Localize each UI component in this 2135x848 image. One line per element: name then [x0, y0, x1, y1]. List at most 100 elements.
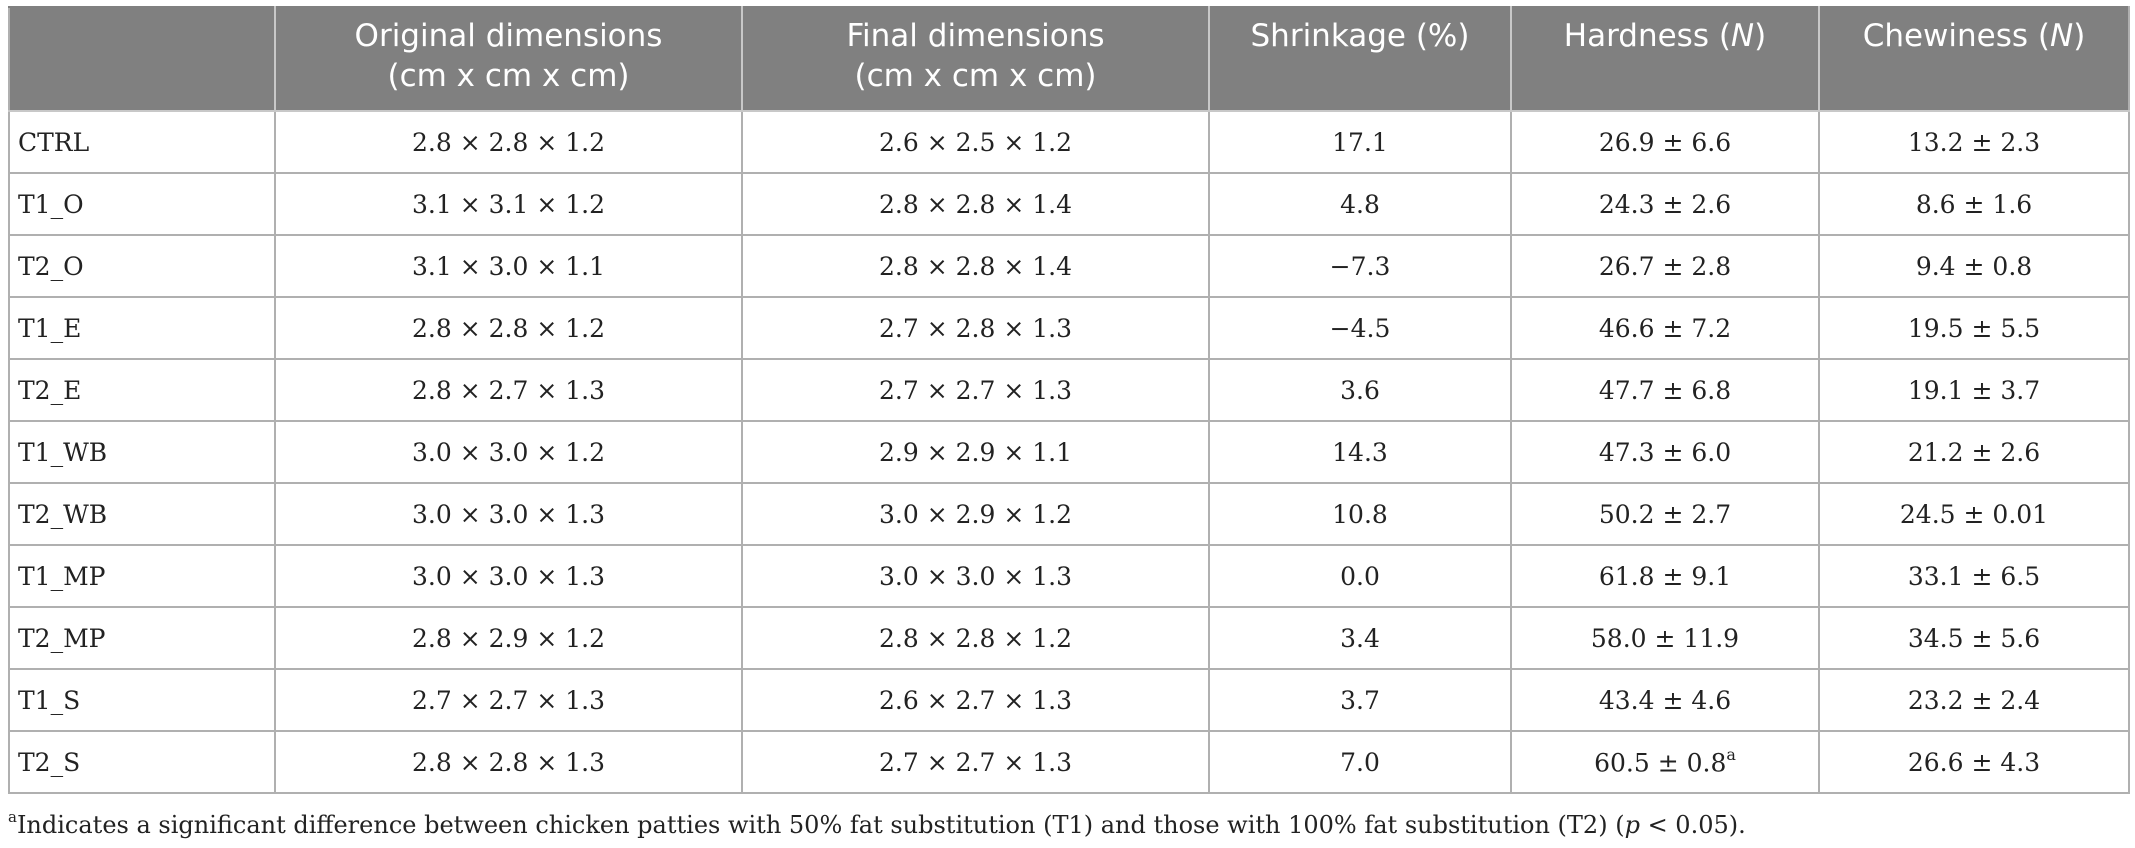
cell-chewiness: 8.6 ± 1.6: [1818, 172, 2130, 236]
cell-hardness-value: 47.3 ± 6.0: [1598, 437, 1732, 467]
cell-final-dimensions: 3.0 × 2.9 × 1.2: [741, 482, 1210, 546]
cell-hardness: 50.2 ± 2.7: [1510, 482, 1820, 546]
table-row: CTRL 2.8 × 2.8 × 1.2 2.6 × 2.5 × 1.2 17.1 26…: [8, 110, 2130, 174]
table-row: T1_E 2.8 × 2.8 × 1.2 2.7 × 2.8 × 1.3 −4.5 46…: [8, 296, 2130, 360]
cell-shrinkage: 4.8: [1208, 172, 1512, 236]
cell-treatment-value: T2_O: [18, 251, 84, 281]
cell-original-dimensions-value: 3.1 × 3.0 × 1.1: [412, 251, 605, 281]
cell-treatment: T2_WB: [8, 482, 276, 546]
cell-shrinkage: 10.8: [1208, 482, 1512, 546]
cell-final-dimensions-value: 2.6 × 2.5 × 1.2: [879, 127, 1072, 157]
cell-final-dimensions-value: 3.0 × 3.0 × 1.3: [879, 561, 1072, 591]
cell-hardness: 43.4 ± 4.6: [1510, 668, 1820, 732]
cell-treatment: T1_E: [8, 296, 276, 360]
cell-treatment: T1_S: [8, 668, 276, 732]
cell-original-dimensions: 2.8 × 2.8 × 1.2: [274, 110, 743, 174]
header-row: Original dimensions (cm x cm x cm) Final…: [8, 6, 2130, 112]
cell-original-dimensions-value: 3.0 × 3.0 × 1.3: [412, 499, 605, 529]
cell-chewiness: 19.5 ± 5.5: [1818, 296, 2130, 360]
cell-chewiness-value: 8.6 ± 1.6: [1915, 189, 2033, 219]
table-row: T1_MP 3.0 × 3.0 × 1.3 3.0 × 3.0 × 1.3 0.0 61…: [8, 544, 2130, 608]
footnote-text-end: < 0.05).: [1639, 811, 1746, 839]
cell-original-dimensions: 2.8 × 2.7 × 1.3: [274, 358, 743, 422]
cell-hardness: 26.7 ± 2.8: [1510, 234, 1820, 298]
cell-shrinkage: −7.3: [1208, 234, 1512, 298]
cell-shrinkage: 3.6: [1208, 358, 1512, 422]
cell-original-dimensions: 2.7 × 2.7 × 1.3: [274, 668, 743, 732]
cell-chewiness: 19.1 ± 3.7: [1818, 358, 2130, 422]
cell-chewiness: 21.2 ± 2.6: [1818, 420, 2130, 484]
cell-treatment-value: T1_E: [18, 313, 82, 343]
cell-shrinkage-value: 10.8: [1332, 499, 1388, 529]
cell-hardness-value: 58.0 ± 11.9: [1590, 623, 1740, 653]
footnote-text: Indicates a significant difference betwe…: [16, 811, 1625, 839]
cell-hardness-value: 43.4 ± 4.6: [1598, 685, 1732, 715]
cell-original-dimensions: 3.1 × 3.1 × 1.2: [274, 172, 743, 236]
header-shrinkage-label: Shrinkage (%): [1250, 18, 1470, 54]
cell-treatment: T1_O: [8, 172, 276, 236]
header-treatment: [8, 6, 276, 112]
cell-final-dimensions: 2.8 × 2.8 × 1.4: [741, 234, 1210, 298]
cell-hardness: 26.9 ± 6.6: [1510, 110, 1820, 174]
cell-final-dimensions-value: 2.6 × 2.7 × 1.3: [879, 685, 1072, 715]
cell-treatment: T2_E: [8, 358, 276, 422]
cell-final-dimensions: 2.9 × 2.9 × 1.1: [741, 420, 1210, 484]
cell-shrinkage-value: 3.7: [1340, 685, 1380, 715]
cell-treatment-value: T1_O: [18, 189, 84, 219]
table-row: T1_WB 3.0 × 3.0 × 1.2 2.9 × 2.9 × 1.1 14.3 4…: [8, 420, 2130, 484]
cell-chewiness: 34.5 ± 5.6: [1818, 606, 2130, 670]
cell-hardness-value: 61.8 ± 9.1: [1598, 561, 1732, 591]
cell-final-dimensions-value: 2.7 × 2.7 × 1.3: [879, 375, 1072, 405]
cell-hardness-value: 46.6 ± 7.2: [1598, 313, 1732, 343]
table-row: T1_O 3.1 × 3.1 × 1.2 2.8 × 2.8 × 1.4 4.8 24.…: [8, 172, 2130, 236]
table-footnote: aIndicates a significant difference betw…: [8, 808, 1746, 839]
cell-shrinkage-value: 17.1: [1332, 127, 1388, 157]
cell-treatment-value: CTRL: [18, 127, 90, 157]
cell-treatment-value: T1_WB: [18, 437, 108, 467]
cell-shrinkage-value: 7.0: [1340, 747, 1380, 777]
header-original-line2: (cm x cm x cm): [387, 58, 630, 94]
cell-treatment: T1_WB: [8, 420, 276, 484]
cell-hardness: 58.0 ± 11.9: [1510, 606, 1820, 670]
header-hardness-label: Hardness (N): [1563, 18, 1767, 54]
cell-original-dimensions-value: 2.8 × 2.7 × 1.3: [412, 375, 605, 405]
cell-shrinkage: 17.1: [1208, 110, 1512, 174]
cell-chewiness: 33.1 ± 6.5: [1818, 544, 2130, 608]
cell-chewiness-value: 13.2 ± 2.3: [1907, 127, 2041, 157]
cell-original-dimensions: 3.0 × 3.0 × 1.3: [274, 482, 743, 546]
cell-final-dimensions-value: 2.8 × 2.8 × 1.4: [879, 189, 1072, 219]
table-row: T1_S 2.7 × 2.7 × 1.3 2.6 × 2.7 × 1.3 3.7 43.…: [8, 668, 2130, 732]
cell-treatment: T2_MP: [8, 606, 276, 670]
cell-chewiness-value: 19.5 ± 5.5: [1907, 313, 2041, 343]
cell-final-dimensions-value: 2.9 × 2.9 × 1.1: [879, 437, 1072, 467]
results-table: Original dimensions (cm x cm x cm) Final…: [8, 6, 2130, 794]
cell-original-dimensions-value: 2.8 × 2.9 × 1.2: [412, 623, 605, 653]
cell-shrinkage: 14.3: [1208, 420, 1512, 484]
cell-final-dimensions: 2.6 × 2.7 × 1.3: [741, 668, 1210, 732]
cell-shrinkage: 3.4: [1208, 606, 1512, 670]
cell-treatment: CTRL: [8, 110, 276, 174]
cell-original-dimensions: 2.8 × 2.9 × 1.2: [274, 606, 743, 670]
cell-original-dimensions: 3.0 × 3.0 × 1.3: [274, 544, 743, 608]
cell-shrinkage-value: 4.8: [1340, 189, 1380, 219]
cell-hardness: 60.5 ± 0.8a: [1510, 730, 1820, 794]
cell-treatment-value: T2_S: [18, 747, 81, 777]
cell-chewiness: 9.4 ± 0.8: [1818, 234, 2130, 298]
cell-shrinkage-value: 0.0: [1340, 561, 1380, 591]
cell-treatment: T1_MP: [8, 544, 276, 608]
cell-final-dimensions: 2.7 × 2.7 × 1.3: [741, 358, 1210, 422]
table-row: T2_MP 2.8 × 2.9 × 1.2 2.8 × 2.8 × 1.2 3.4 58…: [8, 606, 2130, 670]
cell-original-dimensions: 3.0 × 3.0 × 1.2: [274, 420, 743, 484]
cell-original-dimensions: 2.8 × 2.8 × 1.2: [274, 296, 743, 360]
cell-hardness-value: 50.2 ± 2.7: [1598, 499, 1732, 529]
table-container: Original dimensions (cm x cm x cm) Final…: [8, 6, 2130, 794]
cell-final-dimensions: 2.8 × 2.8 × 1.2: [741, 606, 1210, 670]
cell-chewiness-value: 23.2 ± 2.4: [1907, 685, 2041, 715]
cell-chewiness: 26.6 ± 4.3: [1818, 730, 2130, 794]
table-row: T2_WB 3.0 × 3.0 × 1.3 3.0 × 2.9 × 1.2 10.8 5…: [8, 482, 2130, 546]
cell-chewiness-value: 9.4 ± 0.8: [1915, 251, 2033, 281]
header-original-dimensions: Original dimensions (cm x cm x cm): [274, 6, 743, 112]
cell-hardness-value: 26.7 ± 2.8: [1598, 251, 1732, 281]
cell-shrinkage: 0.0: [1208, 544, 1512, 608]
cell-treatment-value: T2_E: [18, 375, 82, 405]
